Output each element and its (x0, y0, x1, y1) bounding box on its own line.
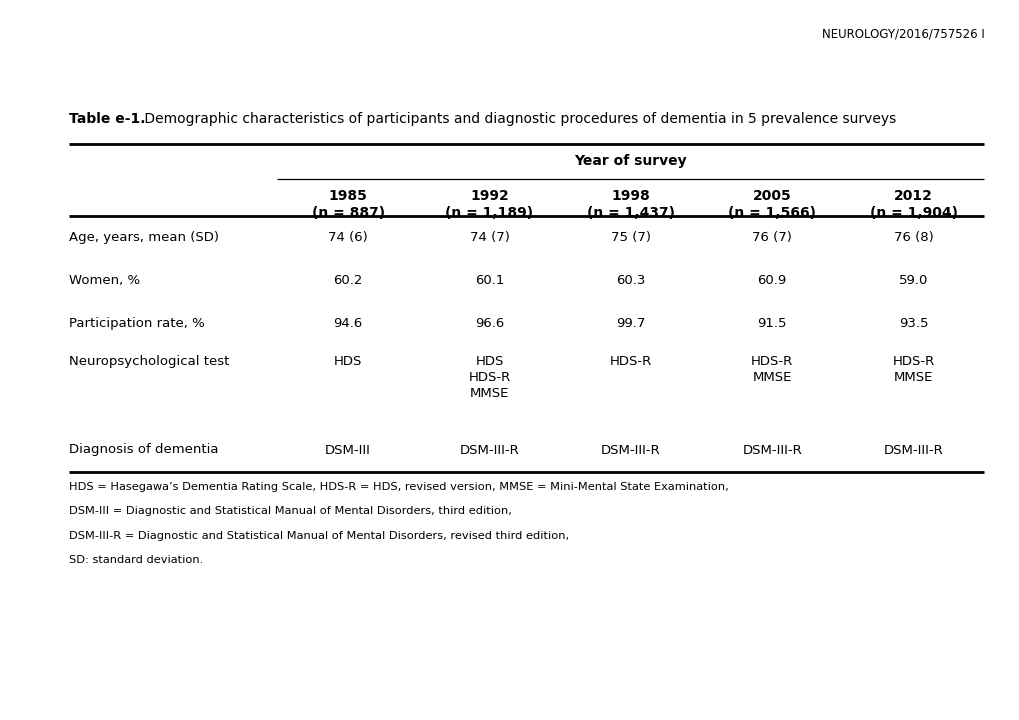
Text: Demographic characteristics of participants and diagnostic procedures of dementi: Demographic characteristics of participa… (140, 112, 895, 125)
Text: 74 (7): 74 (7) (469, 231, 508, 244)
Text: DSM-III-R = Diagnostic and Statistical Manual of Mental Disorders, revised third: DSM-III-R = Diagnostic and Statistical M… (69, 531, 569, 541)
Text: MMSE: MMSE (752, 371, 791, 384)
Text: Year of survey: Year of survey (574, 154, 687, 168)
Text: MMSE: MMSE (893, 371, 932, 384)
Text: DSM-III-R: DSM-III-R (600, 444, 660, 456)
Text: 60.9: 60.9 (757, 274, 786, 287)
Text: 94.6: 94.6 (333, 318, 363, 330)
Text: Participation rate, %: Participation rate, % (69, 318, 205, 330)
Text: DSM-III: DSM-III (325, 444, 371, 456)
Text: HDS: HDS (333, 355, 362, 368)
Text: HDS: HDS (475, 355, 503, 368)
Text: HDS-R: HDS-R (892, 355, 933, 368)
Text: NEUROLOGY/2016/757526 I: NEUROLOGY/2016/757526 I (820, 27, 983, 40)
Text: (n = 887): (n = 887) (311, 206, 384, 220)
Text: 91.5: 91.5 (757, 318, 787, 330)
Text: (n = 1,904): (n = 1,904) (869, 206, 957, 220)
Text: 99.7: 99.7 (615, 318, 645, 330)
Text: HDS-R: HDS-R (609, 355, 651, 368)
Text: 2012: 2012 (894, 189, 932, 203)
Text: Diagnosis of dementia: Diagnosis of dementia (69, 444, 219, 456)
Text: 1985: 1985 (328, 189, 367, 203)
Text: 60.3: 60.3 (615, 274, 645, 287)
Text: (n = 1,566): (n = 1,566) (728, 206, 815, 220)
Text: HDS-R: HDS-R (468, 371, 511, 384)
Text: HDS = Hasegawa’s Dementia Rating Scale, HDS-R = HDS, revised version, MMSE = Min: HDS = Hasegawa’s Dementia Rating Scale, … (69, 482, 729, 492)
Text: 75 (7): 75 (7) (610, 231, 650, 244)
Text: 96.6: 96.6 (475, 318, 503, 330)
Text: 1998: 1998 (611, 189, 649, 203)
Text: 1992: 1992 (470, 189, 508, 203)
Text: 74 (6): 74 (6) (328, 231, 368, 244)
Text: (n = 1,437): (n = 1,437) (586, 206, 675, 220)
Text: HDS-R: HDS-R (750, 355, 793, 368)
Text: DSM-III-R: DSM-III-R (742, 444, 801, 456)
Text: SD: standard deviation.: SD: standard deviation. (69, 555, 204, 565)
Text: Age, years, mean (SD): Age, years, mean (SD) (69, 231, 219, 244)
Text: 93.5: 93.5 (898, 318, 927, 330)
Text: DSM-III-R: DSM-III-R (882, 444, 943, 456)
Text: Table e-1.: Table e-1. (69, 112, 146, 125)
Text: Neuropsychological test: Neuropsychological test (69, 355, 229, 368)
Text: MMSE: MMSE (470, 387, 508, 400)
Text: (n = 1,189): (n = 1,189) (445, 206, 533, 220)
Text: DSM-III-R: DSM-III-R (460, 444, 519, 456)
Text: Women, %: Women, % (69, 274, 141, 287)
Text: 76 (8): 76 (8) (893, 231, 932, 244)
Text: 60.1: 60.1 (475, 274, 503, 287)
Text: DSM-III = Diagnostic and Statistical Manual of Mental Disorders, third edition,: DSM-III = Diagnostic and Statistical Man… (69, 506, 512, 516)
Text: 2005: 2005 (752, 189, 791, 203)
Text: 60.2: 60.2 (333, 274, 363, 287)
Text: 59.0: 59.0 (898, 274, 927, 287)
Text: 76 (7): 76 (7) (752, 231, 792, 244)
